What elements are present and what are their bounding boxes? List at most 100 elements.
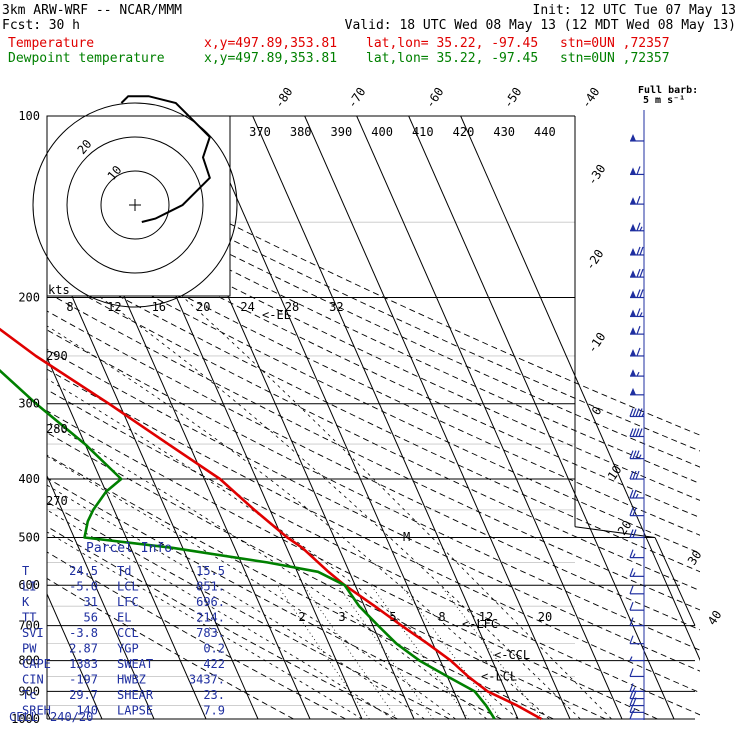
dry-adiabat [47, 292, 700, 611]
parcel-key: SHEAR [117, 688, 154, 702]
speed-tick-label: 32 [329, 300, 343, 314]
speed-tick-label: 12 [107, 300, 121, 314]
theta-label-left: 280 [46, 422, 68, 436]
hodograph-ring [66, 136, 204, 274]
barb-full [629, 489, 634, 499]
wind-barb [630, 369, 644, 377]
dewpoint-line [0, 368, 496, 720]
parcel-value: 140 [76, 704, 98, 718]
isotherm-label: -80 [272, 85, 296, 111]
cell-value: 240/20 [50, 710, 93, 724]
wind-barb [630, 289, 644, 299]
barb-full [639, 268, 644, 278]
dewpoint-legend: Dewpoint temperature [8, 51, 165, 66]
isotherm-label: -70 [345, 85, 369, 111]
dry-adiabat [47, 129, 700, 436]
wind-barb [629, 635, 644, 645]
parcel-key: LI [22, 580, 36, 594]
moist-adiabat [47, 455, 456, 719]
parcel-key: SVI [22, 626, 44, 640]
barb-full [629, 683, 634, 692]
barb-full [632, 470, 637, 480]
level-annotations: <-EL <-LFC <-CCL <-LCL M [262, 308, 530, 684]
barb-full [636, 308, 641, 317]
parcel-key: K [22, 595, 30, 609]
pressure-label: 400 [18, 472, 40, 486]
wind-barb [630, 347, 644, 357]
isotherm [408, 116, 675, 719]
parcel-key: LAPSE [117, 704, 153, 718]
parcel-key: CIN [22, 673, 44, 687]
parcel-key: HWBZ [117, 673, 146, 687]
barb-full [632, 408, 637, 417]
wind-barb [630, 133, 644, 142]
isotherm [356, 116, 623, 719]
mixing-ratio-label: 3 [338, 610, 345, 624]
barb-half [639, 312, 643, 317]
isotherm [460, 116, 700, 662]
barb-half [632, 572, 636, 577]
parcel-value: -3.8 [69, 626, 98, 640]
theta-label: 370 [249, 125, 271, 139]
barb-half [639, 226, 643, 232]
parcel-value: 31 [84, 595, 98, 609]
barb-full [629, 704, 634, 713]
parcel-key: Tc [22, 688, 36, 702]
model-title: 3km ARW-WRF -- NCAR/MMM [2, 3, 182, 18]
barb-full [629, 585, 634, 595]
dry-adiabat [47, 410, 658, 719]
pressure-label: 500 [18, 530, 40, 544]
forecast-hour: 30 h [49, 18, 80, 33]
speed-tick-label: 16 [152, 300, 166, 314]
theta-label-left: 270 [46, 494, 68, 508]
valid-time: Valid: 18 UTC Wed 08 May 13 (12 MDT Wed … [345, 18, 736, 33]
barb-full [636, 268, 641, 278]
dry-adiabat [47, 310, 700, 631]
barb-full [639, 289, 644, 298]
barb-half [629, 656, 633, 661]
parcel-value: 851. [196, 580, 225, 594]
barb-full [636, 246, 641, 256]
parcel-info-title: Parcel Info [86, 541, 172, 556]
barb-half [641, 412, 645, 417]
barb-half [632, 553, 636, 558]
parcel-value: 23. [203, 688, 225, 702]
mixing-ratio-label: 5 [389, 610, 396, 624]
moist-adiabat [47, 421, 488, 719]
parcel-value: 1383 [69, 657, 98, 671]
dry-adiabat [47, 501, 450, 719]
barb-flag [630, 290, 636, 298]
barb-full [629, 601, 634, 611]
isotherm-label: -50 [501, 85, 525, 111]
temperature-line [0, 327, 543, 721]
dew-xy: x,y=497.89,353.81 [204, 51, 337, 66]
temp-station: stn=0UN ,72357 [560, 36, 670, 51]
pressure-label: 300 [18, 397, 40, 411]
wind-barb [630, 195, 644, 205]
dry-adiabat [47, 432, 606, 719]
wind-barb [629, 710, 644, 720]
barb-flag [630, 167, 636, 175]
speed-tick-label: 24 [240, 300, 254, 314]
forecast-label: Fcst: [2, 18, 41, 33]
mixing-ratio-line [303, 584, 398, 719]
hodograph-ring [32, 102, 238, 308]
barb-full [635, 428, 640, 437]
parcel-value: 15.5 [196, 564, 225, 578]
isotherm-label: 30 [685, 548, 705, 568]
theta-label: 430 [493, 125, 515, 139]
wind-barb [629, 470, 644, 480]
barb-full [632, 428, 637, 437]
barb-full [629, 470, 634, 480]
dry-adiabat [47, 368, 700, 694]
barb-full [636, 166, 641, 175]
wind-barb [629, 617, 644, 627]
barb-flag [630, 309, 636, 317]
isotherm [252, 116, 519, 719]
parcel-key: CCL [117, 626, 139, 640]
wind-barb [629, 529, 644, 539]
barb-full [629, 668, 634, 677]
wind-barb [629, 601, 644, 611]
